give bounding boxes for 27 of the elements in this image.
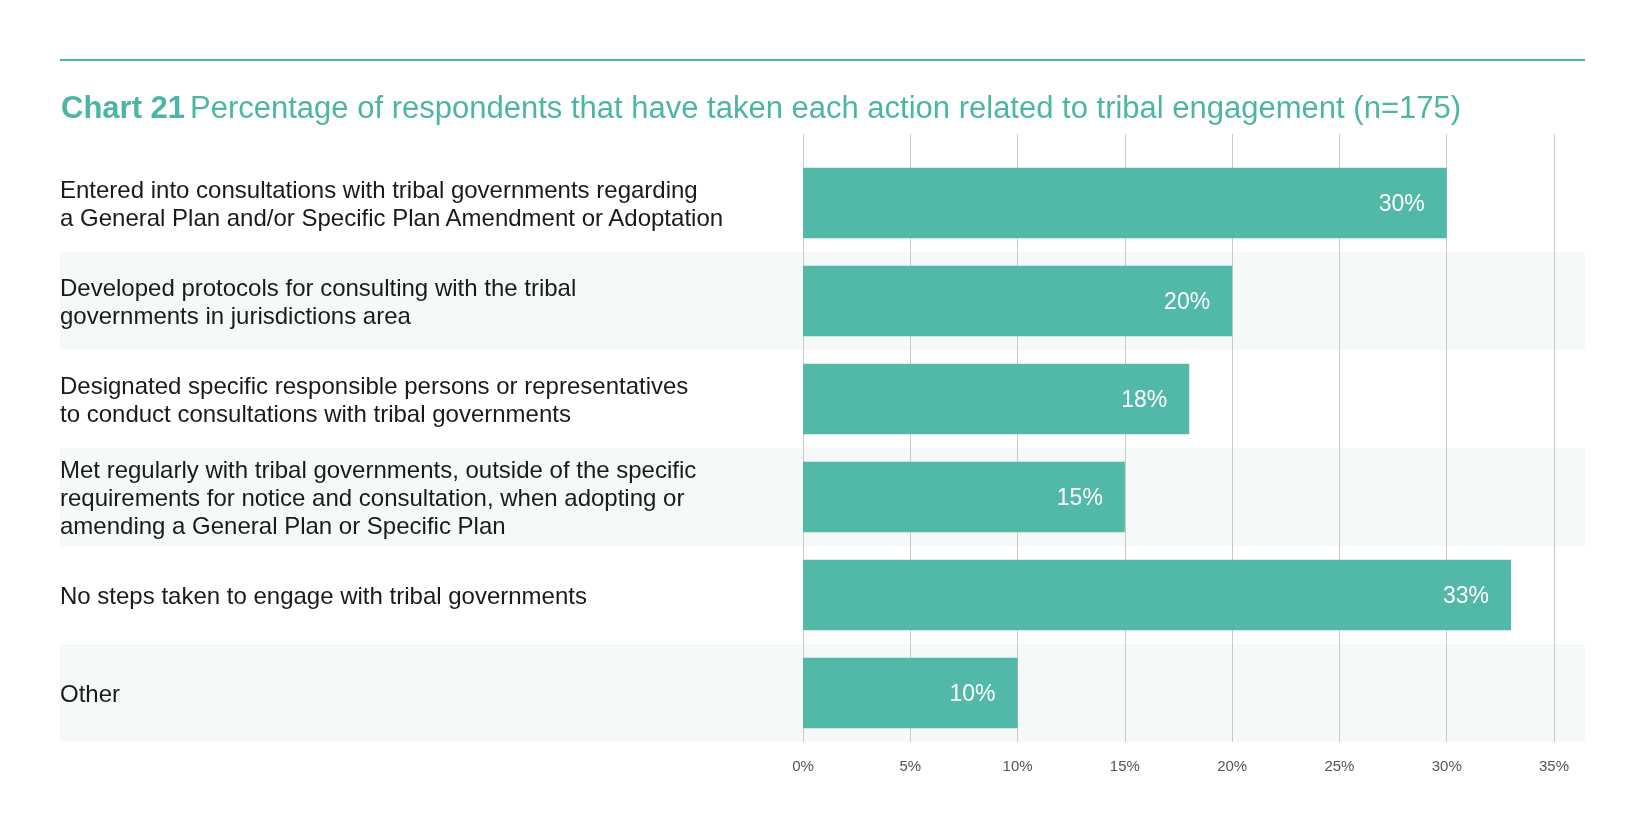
data-label: 30% xyxy=(1378,190,1425,216)
x-tick-label: 15% xyxy=(1109,757,1140,774)
y-tick-label: Developed protocols for consulting with the tribal governments in jurisdictions area xyxy=(60,273,577,329)
bar xyxy=(803,363,1190,435)
bar xyxy=(803,657,1018,729)
x-tick-label: 10% xyxy=(1002,757,1033,774)
y-tick-label: Designated specific responsible persons or representatives to conduct consultations with tribal governments xyxy=(60,371,689,427)
data-label: 18% xyxy=(1121,386,1168,412)
chart-title: Chart 21 Percentage of respondents that have taken each action related to tribal engagement (n=175) xyxy=(61,90,1462,125)
y-tick-label: Other xyxy=(60,679,121,707)
data-label: 20% xyxy=(1164,288,1211,314)
x-tick-label: 30% xyxy=(1431,757,1462,774)
x-tick-label: 20% xyxy=(1217,757,1248,774)
data-label: 10% xyxy=(949,680,996,706)
y-tick-label: No steps taken to engage with tribal governments xyxy=(60,581,587,609)
x-tick-label: 5% xyxy=(899,757,922,774)
data-label: 33% xyxy=(1443,582,1490,608)
bar xyxy=(803,461,1125,533)
y-tick-label: Met regularly with tribal governments, outside of the specific requirements for notice and consultation, when adopting or amending a General Plan or Specific Plan xyxy=(60,455,697,539)
x-tick-label: 35% xyxy=(1538,757,1570,774)
y-tick-label: Entered into consultations with tribal governments regarding a General Plan and/or Specific Plan Amendment or Adoptation xyxy=(60,175,724,231)
data-label: 15% xyxy=(1056,484,1103,510)
bar xyxy=(803,559,1512,631)
x-tick-label: 0% xyxy=(792,757,814,774)
x-tick-label: 25% xyxy=(1324,757,1355,774)
bar xyxy=(803,167,1447,239)
bar xyxy=(803,265,1233,337)
